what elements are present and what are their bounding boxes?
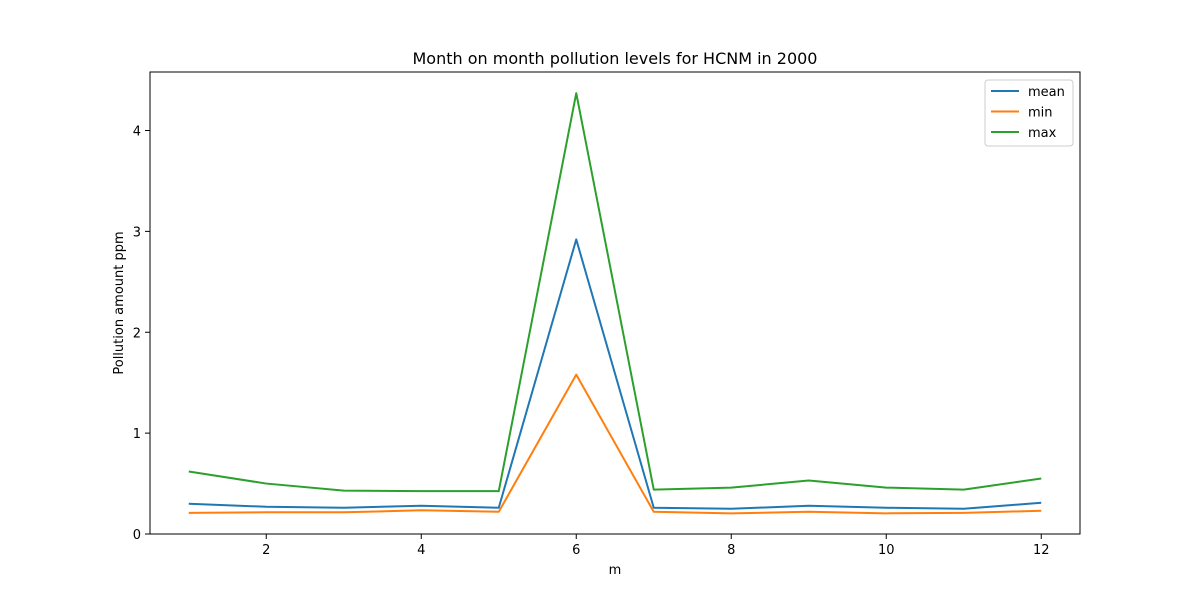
legend-label-min: min bbox=[1028, 106, 1053, 121]
chart-title: Month on month pollution levels for HCNM… bbox=[413, 49, 818, 68]
y-tick-label: 2 bbox=[133, 326, 141, 341]
series-line-mean bbox=[188, 238, 1042, 510]
series-line-min bbox=[188, 373, 1042, 515]
y-tick-label: 3 bbox=[133, 225, 141, 240]
x-tick-label: 10 bbox=[878, 543, 895, 558]
x-tick-label: 12 bbox=[1033, 543, 1050, 558]
legend-label-mean: mean bbox=[1028, 85, 1065, 100]
plot-frame bbox=[149, 71, 1081, 535]
y-tick-label: 0 bbox=[133, 528, 141, 543]
series-line-max bbox=[188, 92, 1042, 493]
y-tick-label: 4 bbox=[133, 125, 141, 140]
x-axis-label: m bbox=[609, 563, 622, 578]
legend-box bbox=[984, 79, 1074, 147]
x-tick-label: 6 bbox=[572, 543, 580, 558]
y-axis-label: Pollution amount ppm bbox=[112, 231, 127, 374]
x-tick-label: 8 bbox=[727, 543, 735, 558]
x-tick-label: 2 bbox=[262, 543, 270, 558]
x-tick-label: 4 bbox=[417, 543, 425, 558]
legend: mean min max bbox=[984, 79, 1074, 147]
y-tick-label: 1 bbox=[133, 427, 141, 442]
legend-label-max: max bbox=[1028, 126, 1057, 141]
